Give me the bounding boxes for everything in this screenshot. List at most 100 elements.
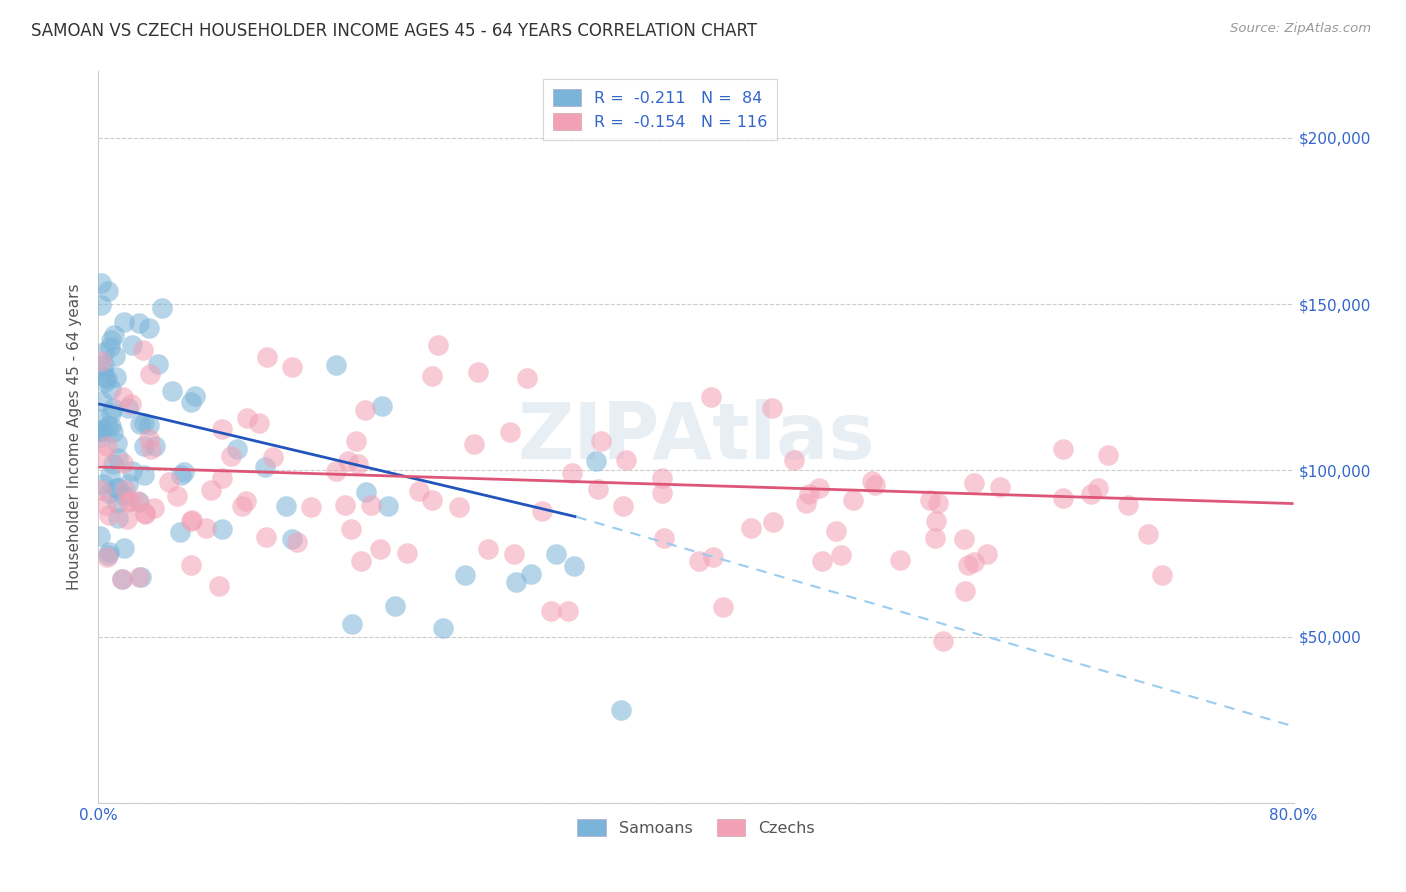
Point [90,276,112,290]
Point [281,532,304,546]
Point [93,359,115,373]
Point [100,418,122,433]
Point [128,569,150,583]
Point [531,504,554,518]
Point [299,500,322,514]
Text: SAMOAN VS CZECH HOUSEHOLDER INCOME AGES 45 - 64 YEARS CORRELATION CHART: SAMOAN VS CZECH HOUSEHOLDER INCOME AGES … [31,22,756,40]
Point [91,477,114,491]
Point [562,558,585,573]
Text: ZIPAtlas: ZIPAtlas [517,399,875,475]
Point [221,449,243,463]
Point [454,568,477,582]
Point [783,453,806,467]
Point [100,382,122,396]
Point [377,499,399,513]
Point [370,541,392,556]
Point [344,434,367,449]
Point [740,521,762,535]
Point [132,343,155,357]
Point [336,454,359,468]
Point [90,483,112,498]
Legend: Samoans, Czechs: Samoans, Czechs [571,813,821,842]
Y-axis label: Householder Income Ages 45 - 64 years: Householder Income Ages 45 - 64 years [67,284,83,591]
Point [360,498,382,512]
Point [208,579,231,593]
Point [652,531,675,545]
Point [111,572,134,586]
Point [585,454,607,468]
Point [254,530,277,544]
Point [761,401,783,415]
Point [830,549,852,563]
Point [955,583,977,598]
Point [169,524,191,539]
Point [432,621,454,635]
Point [235,494,257,508]
Point [157,475,180,490]
Point [463,437,485,451]
Point [956,558,979,572]
Point [211,522,233,536]
Point [152,301,174,315]
Point [103,327,125,342]
Point [127,494,149,508]
Point [112,456,135,470]
Point [107,450,129,465]
Point [98,340,121,354]
Point [105,369,128,384]
Point [561,466,583,480]
Point [408,484,430,499]
Point [794,496,817,510]
Point [262,450,284,465]
Point [93,345,115,359]
Point [467,364,489,378]
Point [170,468,193,483]
Point [354,484,377,499]
Point [132,439,155,453]
Point [420,369,443,384]
Point [90,298,112,312]
Point [166,489,188,503]
Point [194,521,217,535]
Point [614,453,637,467]
Point [499,425,522,439]
Point [181,512,204,526]
Point [1052,442,1074,456]
Point [825,524,848,538]
Point [520,567,543,582]
Point [105,435,128,450]
Point [281,359,304,374]
Point [952,533,974,547]
Point [1052,491,1074,506]
Point [651,486,673,500]
Point [103,401,125,415]
Point [128,417,150,431]
Point [90,425,112,439]
Point [920,493,942,508]
Point [184,389,207,403]
Point [797,487,820,501]
Point [1136,526,1159,541]
Point [702,550,724,565]
Point [589,434,612,449]
Point [117,477,139,491]
Point [100,334,122,348]
Point [107,481,129,495]
Point [128,495,150,509]
Point [100,406,122,420]
Point [112,541,135,555]
Point [841,493,863,508]
Point [1152,568,1174,582]
Point [889,552,911,566]
Point [180,394,202,409]
Point [924,531,946,545]
Point [540,604,562,618]
Point [200,483,222,497]
Point [131,570,153,584]
Point [990,480,1012,494]
Point [447,500,470,514]
Point [325,358,347,372]
Point [688,554,710,568]
Point [121,464,143,478]
Point [138,418,160,433]
